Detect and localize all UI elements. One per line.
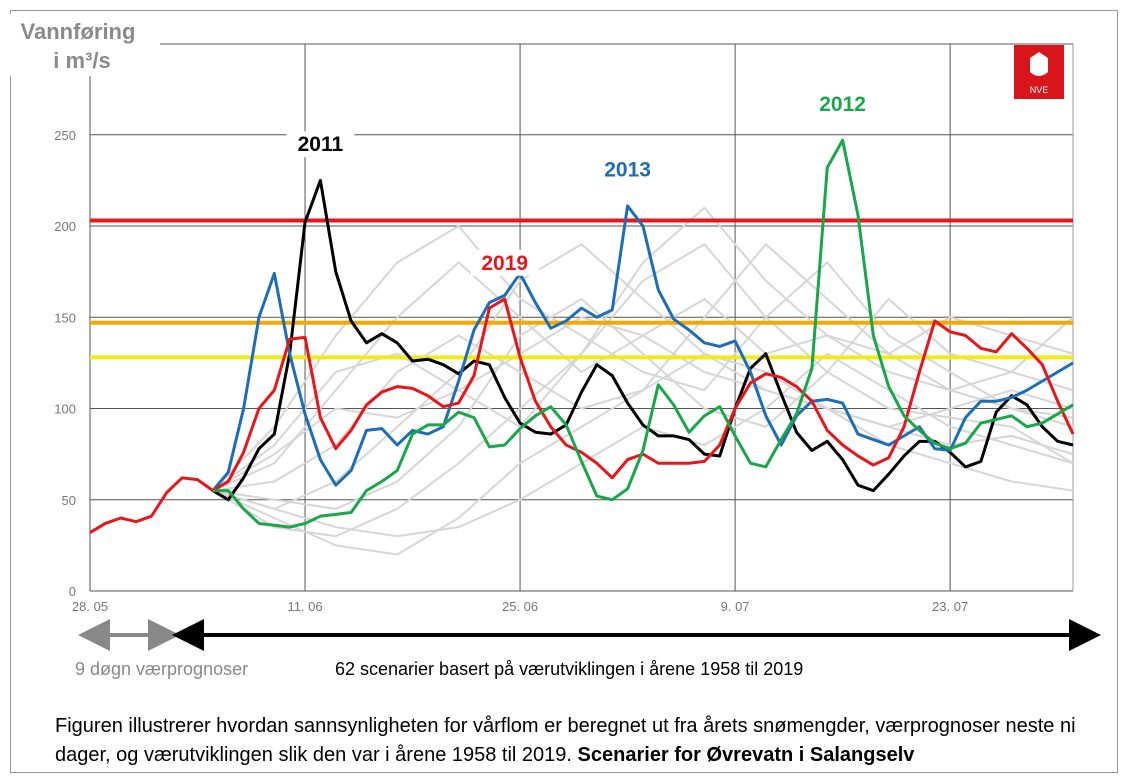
series-label: 2019 — [481, 252, 528, 275]
observed-line — [89, 476, 214, 534]
y-tick-label: 50 — [62, 493, 76, 508]
logo-emblem — [1030, 52, 1048, 76]
logo-text: NVE — [1030, 85, 1049, 95]
y-axis-label: Vannføring — [21, 19, 136, 44]
series-label-bg — [286, 131, 355, 158]
series-label-bg — [593, 156, 662, 183]
series-line — [211, 204, 1074, 492]
x-tick-label: 23. 07 — [932, 599, 968, 614]
series-label: 2013 — [604, 159, 651, 182]
caption-bold: Scenarier for Øvrevatn i Salangselv — [577, 744, 915, 766]
series-line — [212, 138, 1074, 529]
y-tick-label: 250 — [54, 128, 76, 143]
scenario-label: 62 scenarier basert på værutviklingen i … — [335, 659, 803, 679]
caption: Figuren illustrerer hvordan sannsynlighe… — [55, 712, 1115, 770]
forecast-label: 9 døgn værprognoser — [75, 659, 248, 679]
scenario-line — [212, 352, 1074, 556]
y-tick-label: 150 — [54, 310, 76, 325]
logo: NVE — [1014, 45, 1064, 99]
series-label-bg — [808, 91, 877, 118]
scenario-line — [212, 243, 1074, 510]
series-label-bg — [470, 249, 539, 276]
y-tick-label: 200 — [54, 219, 76, 234]
x-tick-label: 28. 05 — [72, 599, 108, 614]
scenario-line — [212, 261, 1074, 492]
y-tick-label: 0 — [69, 584, 76, 599]
y-tick-label: 100 — [54, 402, 76, 417]
x-tick-label: 11. 06 — [287, 599, 322, 614]
scenario-line — [212, 206, 1074, 492]
series-label: 2011 — [298, 133, 344, 156]
x-tick-label: 9. 07 — [721, 599, 750, 614]
y-axis-label: i m³/s — [53, 48, 110, 73]
caption-text: Figuren illustrerer hvordan sannsynlighe… — [55, 715, 1076, 766]
x-tick-label: 25. 06 — [502, 599, 538, 614]
scenario-line — [212, 316, 1074, 492]
plot-area: 0 50 100 150 200 250 28. 05 11. 06 25. 06 9. 07 23… — [54, 44, 1075, 614]
scenario-line — [212, 225, 1074, 492]
series-label: 2012 — [819, 93, 866, 116]
frame — [10, 10, 1118, 773]
label-backdrop — [10, 14, 160, 76]
